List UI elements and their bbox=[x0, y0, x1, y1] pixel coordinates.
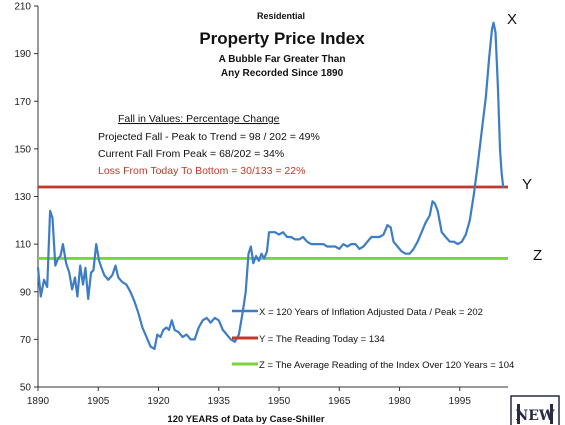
legend-label-x: X = 120 Years of Inflation Adjusted Data… bbox=[259, 307, 483, 318]
x-axis-ticks: 1890 1905 1920 1935 1950 1965 1980 1995 bbox=[27, 387, 471, 407]
logo-text: NEW bbox=[515, 408, 554, 424]
chart-header: Residential bbox=[257, 11, 305, 21]
x-tick-label-1890: 1890 bbox=[27, 396, 50, 407]
reference-lines bbox=[38, 185, 508, 260]
annotation-projected-fall: Projected Fall - Peak to Trend = 98 / 20… bbox=[98, 131, 320, 143]
x-tick-label-1980: 1980 bbox=[388, 396, 411, 407]
y-tick-label-150: 150 bbox=[14, 144, 31, 155]
logo: NEW bbox=[510, 395, 560, 425]
chart-subtitle-line-1: A Bubble Far Greater Than bbox=[219, 54, 346, 65]
legend: X = 120 Years of Inflation Adjusted Data… bbox=[232, 307, 514, 371]
annotation-loss-to-bottom: Loss From Today To Bottom = 30/133 = 22% bbox=[98, 165, 305, 177]
annotation-current-fall: Current Fall From Peak = 68/202 = 34% bbox=[98, 148, 284, 160]
y-tick-label-170: 170 bbox=[14, 97, 31, 108]
y-tick-label-110: 110 bbox=[15, 240, 31, 251]
x-tick-label-1965: 1965 bbox=[328, 396, 351, 407]
x-tick-label-1920: 1920 bbox=[147, 396, 170, 407]
y-tick-label-190: 190 bbox=[14, 49, 31, 60]
chart-title: Property Price Index bbox=[199, 29, 365, 48]
x-axis-label: 120 YEARS of Data by Case-Shiller bbox=[167, 414, 324, 425]
marker-y: Y bbox=[522, 176, 532, 193]
y-axis-ticks: 50 70 90 110 130 150 170 190 210 bbox=[14, 2, 38, 394]
x-tick-label-1995: 1995 bbox=[449, 396, 472, 407]
logo-column-left bbox=[517, 404, 520, 424]
x-tick-label-1905: 1905 bbox=[87, 396, 110, 407]
y-tick-label-90: 90 bbox=[20, 287, 32, 298]
y-tick-label-210: 210 bbox=[14, 2, 31, 13]
series-group bbox=[36, 21, 505, 350]
logo-frame bbox=[510, 395, 560, 425]
legend-label-y: Y = The Reading Today = 134 bbox=[259, 334, 385, 345]
logo-column-right bbox=[550, 404, 553, 424]
x-tick-label-1935: 1935 bbox=[208, 396, 231, 407]
marker-x: X bbox=[507, 11, 517, 28]
y-tick-label-50: 50 bbox=[20, 383, 32, 394]
annotation-heading: Fall in Values: Percentage Change bbox=[118, 113, 280, 125]
chart-subtitle-line-2: Any Recorded Since 1890 bbox=[221, 68, 344, 79]
y-tick-label-130: 130 bbox=[14, 192, 31, 203]
legend-label-z: Z = The Average Reading of the Index Ove… bbox=[259, 360, 514, 371]
y-tick-label-70: 70 bbox=[20, 335, 32, 346]
x-tick-label-1950: 1950 bbox=[268, 396, 291, 407]
series-line-0 bbox=[36, 21, 505, 350]
marker-z: Z bbox=[533, 247, 542, 264]
